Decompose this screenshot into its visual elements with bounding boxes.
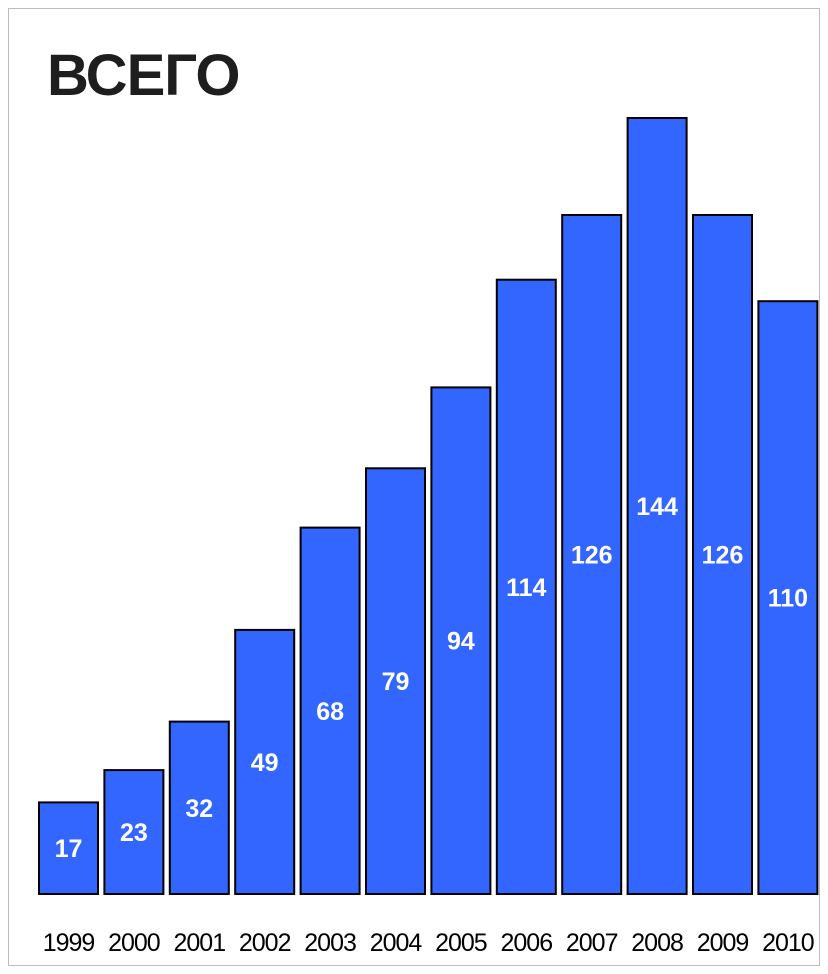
x-tick-label-2001: 2001	[173, 929, 225, 957]
bar-2010	[757, 300, 819, 895]
bar-2009	[692, 214, 753, 895]
x-tick-label-2009: 2009	[697, 929, 749, 957]
x-tick-label-2004: 2004	[370, 929, 423, 957]
bar-2003	[299, 526, 361, 895]
bar-2005	[430, 386, 492, 895]
bar-value-label-2005: 94	[447, 628, 475, 656]
bar-value-label-2006: 114	[506, 574, 546, 602]
bar-2000	[103, 769, 165, 895]
bar-labels-group: 17 23 32 49 68 79 94 114 126 144 126 110	[55, 493, 808, 863]
bars-group	[38, 117, 819, 896]
bar-2006	[495, 278, 557, 895]
bar-2007	[561, 214, 623, 895]
x-tick-label-2010: 2010	[762, 929, 814, 957]
x-tick-label-2003: 2003	[304, 929, 356, 957]
x-tick-label-2007: 2007	[566, 929, 618, 957]
bar-2008	[626, 117, 688, 895]
bar-value-label-2009: 126	[702, 542, 744, 570]
x-tick-label-2005: 2005	[435, 929, 487, 957]
x-tick-label-2002: 2002	[239, 929, 291, 957]
bar-2004	[365, 467, 426, 895]
bar-2001	[168, 720, 230, 895]
x-tick-label-2000: 2000	[108, 929, 160, 957]
bar-value-label-2003: 68	[316, 698, 344, 726]
bar-value-label-2002: 49	[251, 749, 279, 777]
bar-value-label-2007: 126	[571, 542, 613, 570]
x-tick-label-2006: 2006	[500, 929, 552, 957]
bar-value-label-2000: 23	[120, 819, 148, 847]
x-tick-label-2008: 2008	[631, 929, 683, 957]
bar-2002	[234, 628, 296, 896]
bar-value-label-2004: 79	[382, 668, 410, 696]
bar-value-label-2008: 144	[636, 493, 678, 521]
x-tick-label-1999: 1999	[43, 929, 95, 957]
bar-value-label-2001: 32	[185, 795, 213, 823]
bar-value-label-1999: 17	[55, 835, 83, 863]
bar-1999	[38, 801, 99, 896]
chart-title: ВСЕГО	[47, 43, 240, 108]
bar-value-label-2010: 110	[768, 585, 808, 613]
x-tick-labels-group: 1999 2000 2001 2002 2003 2004 2005 2006 2007 2008…	[43, 929, 815, 957]
